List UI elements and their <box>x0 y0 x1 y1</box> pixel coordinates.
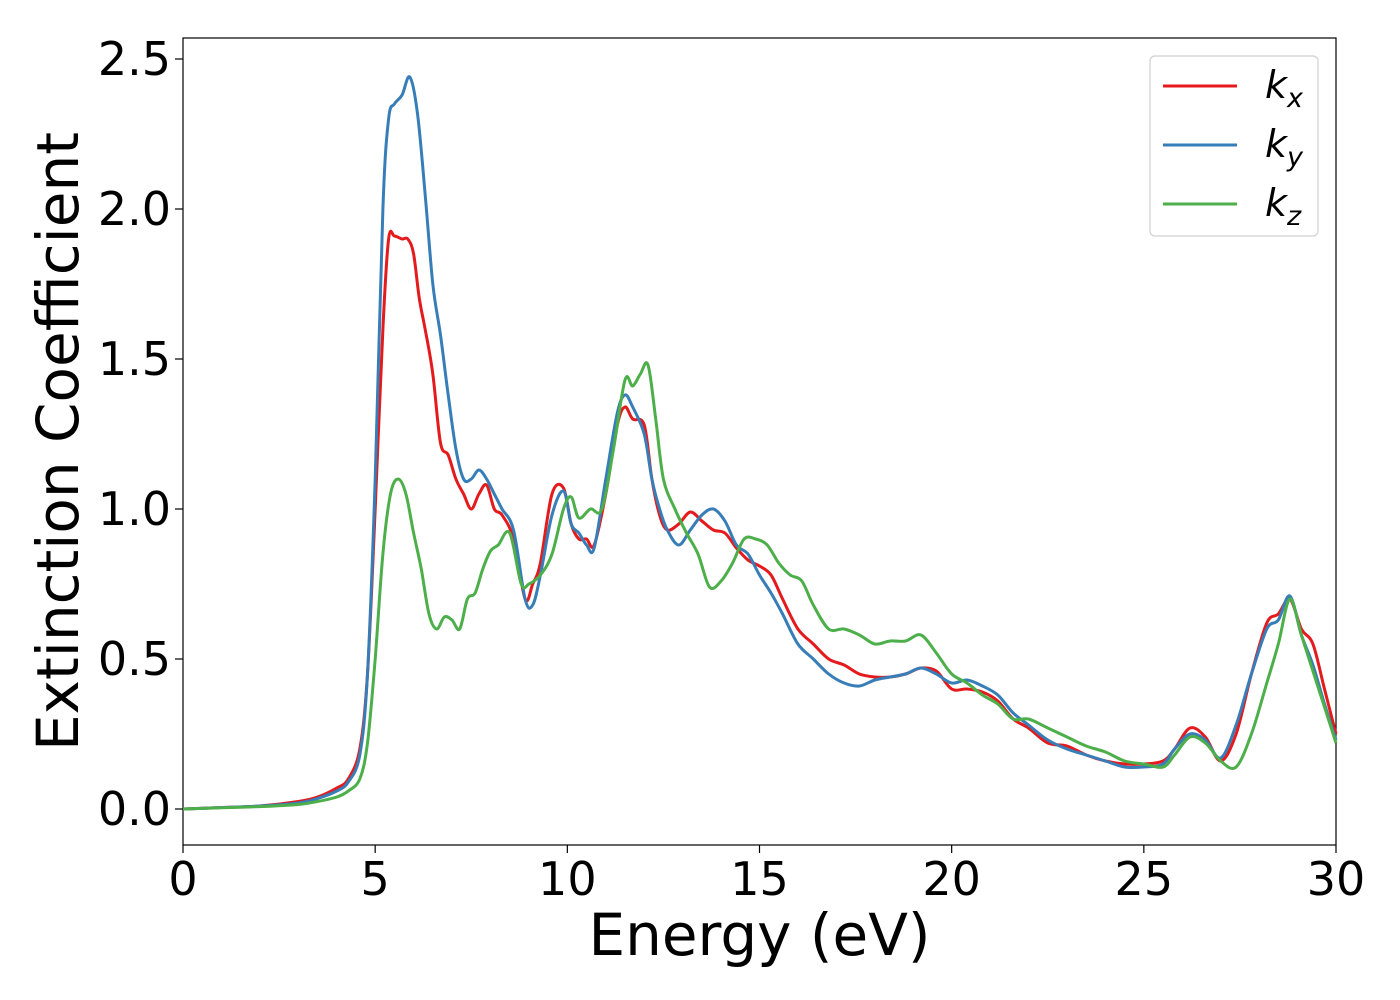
x-tick-label: 30 <box>1307 852 1366 906</box>
x-tick-label: 10 <box>538 852 597 906</box>
x-axis-ticks: 0 5 10 15 20 25 30 <box>168 845 1365 906</box>
series-line-kz <box>182 361 1338 811</box>
series-line-kx <box>182 229 1338 811</box>
legend-label-kz: kz <box>1265 181 1302 232</box>
y-tick-label: 1.5 <box>98 332 171 386</box>
y-tick-label: 2.5 <box>98 32 171 86</box>
x-axis-label: Energy (eV) <box>588 901 930 969</box>
x-tick-label: 5 <box>361 852 390 906</box>
series-line-ky <box>182 75 1338 811</box>
y-tick-label: 0.5 <box>98 632 171 686</box>
series-layer <box>182 75 1338 811</box>
y-axis-ticks: 0.0 0.5 1.0 1.5 2.0 2.5 <box>98 32 183 836</box>
legend-label-ky: ky <box>1265 122 1304 173</box>
legend: kx ky kz <box>1149 55 1319 237</box>
legend-label-kx: kx <box>1265 63 1304 114</box>
y-tick-label: 1.0 <box>98 482 171 536</box>
y-axis-label: Extinction Coefficient <box>24 132 92 751</box>
y-tick-label: 2.0 <box>98 182 171 236</box>
x-tick-label: 25 <box>1115 852 1174 906</box>
x-tick-label: 20 <box>922 852 981 906</box>
x-tick-label: 15 <box>730 852 789 906</box>
y-tick-label: 0.0 <box>98 782 171 836</box>
x-tick-label: 0 <box>168 852 197 906</box>
